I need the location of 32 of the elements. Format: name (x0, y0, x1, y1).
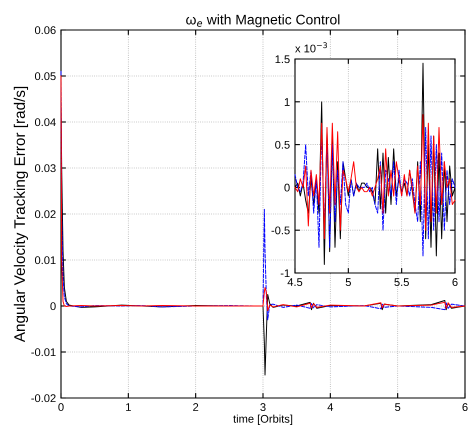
y-tick-label: 0 (50, 302, 56, 310)
y-tick-label: 0.5 (275, 140, 290, 149)
x-tick-label: 1 (126, 403, 131, 411)
line-series (294, 126, 456, 256)
x-tick-label: 6 (452, 278, 458, 286)
y-tick-label: 0.03 (34, 164, 56, 172)
y-tick-label: 1 (284, 98, 290, 106)
y-tick-label: 0 (284, 184, 290, 192)
y-tick-label: -0.01 (31, 348, 56, 356)
x-tick-label: 3 (260, 403, 266, 412)
x-tick-label: 5 (395, 403, 400, 412)
annotation: x 10$^{−3}$ (295, 42, 327, 52)
x-tick-label: 6 (462, 403, 468, 412)
line-series (294, 114, 456, 240)
y-tick-label: -1 (280, 269, 290, 278)
y-tick-label: -0.5 (271, 226, 290, 234)
y-tick-label: 0.01 (34, 256, 56, 264)
y-tick-label: 0.05 (34, 72, 56, 80)
y-tick-label: -0.02 (31, 394, 56, 402)
y-tick-label: 0.02 (34, 210, 56, 218)
x-tick-label: 5.5 (394, 278, 409, 286)
x-axis-title: time [Orbits] (233, 414, 292, 425)
x-tick-label: 4 (328, 403, 334, 411)
y-tick-label: 0.04 (34, 118, 56, 126)
x-tick-label: 5 (346, 278, 351, 286)
x-tick-label: 4.5 (288, 278, 302, 286)
x-tick-label: 2 (193, 403, 198, 411)
y-tick-label: 0.06 (34, 26, 56, 34)
chart-title: ω$_{e}$ with Magnetic Control (186, 14, 340, 28)
y-tick-label: 1.5 (276, 55, 290, 64)
x-tick-label: 0 (58, 403, 64, 412)
y-axis-title: Angular Velocity Tracking Error [rad/s] (14, 86, 28, 342)
